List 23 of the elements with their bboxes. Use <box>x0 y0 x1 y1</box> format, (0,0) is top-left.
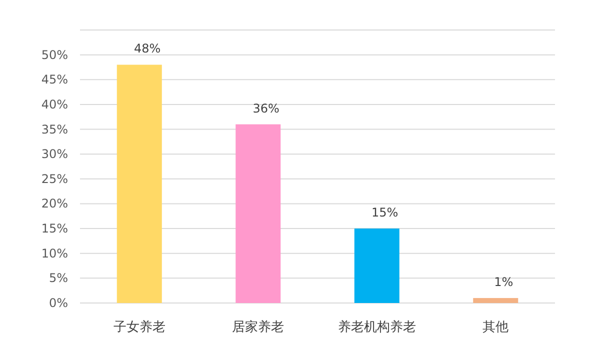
x-tick-label: 居家养老 <box>232 319 284 335</box>
data-label: 36% <box>252 101 280 116</box>
data-label: 15% <box>372 206 398 220</box>
y-tick-label: 0% <box>48 296 68 310</box>
y-tick-label: 20% <box>41 196 68 211</box>
data-label: 1% <box>494 275 514 290</box>
y-tick-label: 15% <box>41 222 68 236</box>
y-tick-label: 10% <box>41 246 68 260</box>
data-label: 48% <box>134 42 161 56</box>
y-tick-label: 45% <box>41 72 68 87</box>
y-tick-label: 40% <box>41 97 68 112</box>
y-tick-label: 25% <box>41 172 68 186</box>
y-tick-label: 30% <box>41 147 68 162</box>
bar <box>354 228 400 303</box>
y-tick-label: 50% <box>41 48 68 62</box>
y-tick-label: 5% <box>48 271 68 286</box>
bar <box>116 64 162 303</box>
bar <box>473 298 518 303</box>
bar <box>236 124 281 303</box>
y-tick-label: 35% <box>41 122 68 136</box>
x-tick-label: 其他 <box>482 320 509 335</box>
x-tick-label: 养老机构养老 <box>338 319 416 335</box>
x-tick-label: 子女养老 <box>113 319 166 335</box>
